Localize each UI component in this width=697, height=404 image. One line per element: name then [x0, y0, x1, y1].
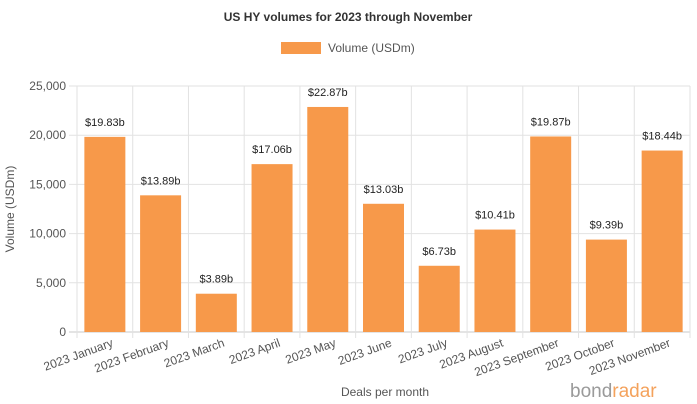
data-labels: $19.83b $13.89b $3.89b $17.06b $22.87b $13.03…	[85, 87, 682, 286]
y-axis-title: Volume (USDm)	[3, 166, 17, 253]
bondradar-logo: bondradar	[570, 381, 657, 402]
y-tick-label: 0	[59, 325, 66, 339]
legend-label[interactable]: Volume (USDm)	[328, 41, 415, 55]
bar[interactable]	[585, 239, 627, 332]
y-axis-ticks: 0 5,000 10,000 15,000 20,000 25,000	[29, 79, 66, 339]
data-label: $13.03b	[364, 184, 404, 196]
data-label: $22.87b	[308, 87, 348, 99]
bar[interactable]	[195, 293, 237, 332]
x-tick-label: 2023 March	[162, 336, 226, 371]
data-label: $6.73b	[422, 246, 456, 258]
y-tick-label: 20,000	[29, 128, 66, 142]
y-tick-label: 10,000	[29, 227, 66, 241]
logo-text-bond: bond	[570, 381, 612, 402]
data-label: $9.39b	[590, 220, 624, 232]
bar[interactable]	[84, 136, 126, 332]
data-label: $3.89b	[199, 274, 233, 286]
gridlines	[69, 85, 691, 338]
legend[interactable]: Volume (USDm)	[281, 41, 415, 55]
bar[interactable]	[307, 106, 349, 332]
bar[interactable]	[140, 195, 182, 332]
y-tick-label: 5,000	[36, 276, 66, 290]
y-tick-label: 25,000	[29, 79, 66, 93]
bar[interactable]	[418, 265, 460, 332]
bar[interactable]	[251, 164, 293, 332]
bar[interactable]	[363, 203, 404, 332]
chart-title: US HY volumes for 2023 through November	[224, 10, 473, 24]
bar[interactable]	[530, 136, 572, 332]
data-label: $18.44b	[642, 131, 682, 143]
data-label: $19.87b	[531, 116, 571, 128]
data-label: $19.83b	[85, 117, 125, 129]
y-tick-label: 15,000	[29, 177, 66, 191]
legend-swatch	[281, 42, 321, 54]
data-label: $17.06b	[252, 144, 292, 156]
x-tick-label: 2023 May	[283, 336, 337, 367]
bars	[84, 106, 683, 332]
bar[interactable]	[641, 150, 683, 332]
svg-text:bondradar: bondradar	[570, 381, 657, 402]
x-tick-label: 2023 April	[227, 336, 282, 367]
logo-text-radar: radar	[612, 381, 657, 402]
x-axis-title: Deals per month	[341, 385, 429, 399]
bar[interactable]	[474, 229, 516, 332]
x-tick-label: 2023 June	[336, 336, 394, 368]
data-label: $13.89b	[141, 175, 181, 187]
data-label: $10.41b	[475, 210, 515, 222]
